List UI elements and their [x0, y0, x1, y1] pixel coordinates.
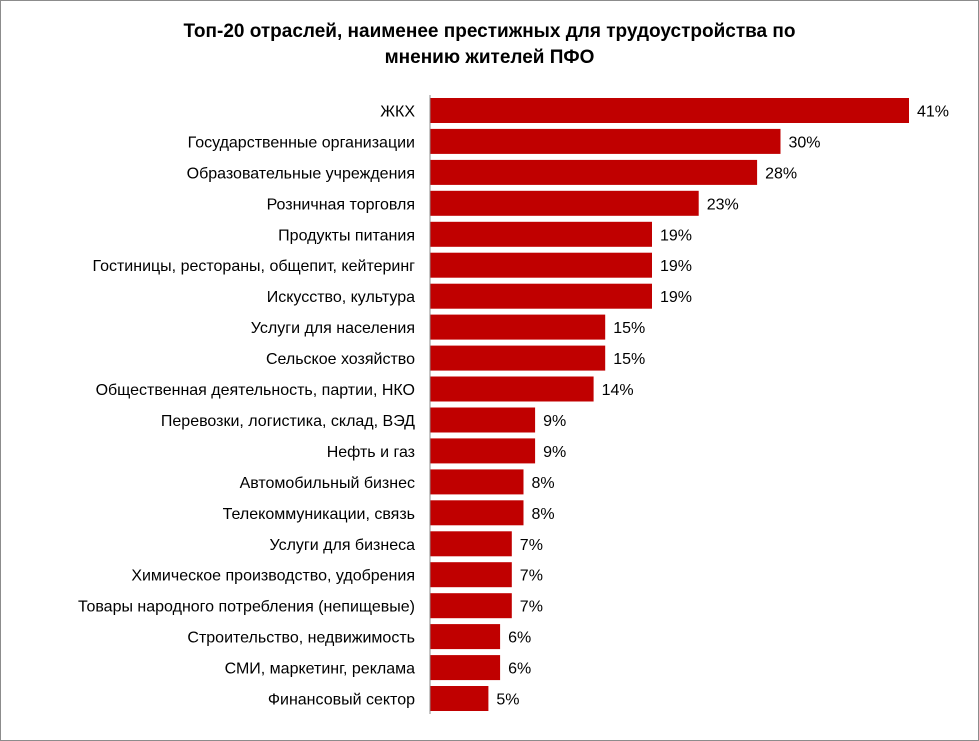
- category-label-20: Финансовый сектор: [268, 692, 415, 709]
- value-label-4: 23%: [707, 196, 739, 213]
- category-label-18: Строительство, недвижимость: [187, 630, 415, 647]
- category-label-9: Сельское хозяйство: [266, 351, 415, 368]
- value-label-5: 19%: [660, 227, 692, 244]
- category-label-1: ЖКХ: [380, 104, 415, 121]
- category-label-4: Розничная торговля: [267, 196, 415, 213]
- bar-8: [430, 314, 606, 340]
- bar-16: [430, 562, 512, 588]
- category-label-16: Химическое производство, удобрения: [131, 568, 415, 585]
- category-label-15: Услуги для бизнеса: [270, 537, 416, 554]
- bar-4: [430, 190, 699, 216]
- category-label-14: Телекоммуникации, связь: [223, 506, 415, 523]
- value-label-14: 8%: [532, 506, 555, 523]
- value-label-15: 7%: [520, 537, 543, 554]
- bars-group: [430, 98, 909, 711]
- category-label-13: Автомобильный бизнес: [240, 475, 415, 492]
- bar-15: [430, 531, 512, 557]
- category-label-17: Товары народного потребления (непищевые): [78, 599, 415, 616]
- value-label-10: 14%: [602, 382, 634, 399]
- value-label-11: 9%: [543, 413, 566, 430]
- value-label-18: 6%: [508, 630, 531, 647]
- value-label-12: 9%: [543, 444, 566, 461]
- bar-9: [430, 345, 606, 371]
- category-label-11: Перевозки, логистика, склад, ВЭД: [161, 413, 415, 430]
- bar-19: [430, 655, 501, 681]
- category-label-6: Гостиницы, рестораны, общепит, кейтеринг: [92, 258, 415, 275]
- bar-2: [430, 128, 781, 154]
- value-label-7: 19%: [660, 289, 692, 306]
- bar-11: [430, 407, 536, 433]
- value-labels-group: 41% 30% 28% 23% 19% 19% 19% 15% 15% 14% 9% 9% 8% 8% 7%…: [496, 104, 949, 709]
- bar-18: [430, 624, 501, 650]
- value-label-2: 30%: [789, 134, 821, 151]
- category-label-3: Образовательные учреждения: [187, 165, 415, 182]
- bar-14: [430, 500, 524, 526]
- value-label-9: 15%: [613, 351, 645, 368]
- bar-5: [430, 221, 652, 247]
- value-label-20: 5%: [496, 692, 519, 709]
- bar-10: [430, 376, 594, 402]
- value-label-3: 28%: [765, 165, 797, 182]
- chart-title: Топ-20 отраслей, наименее престижных для…: [0, 19, 979, 71]
- category-label-12: Нефть и газ: [327, 444, 415, 461]
- chart-title-line-2: мнению жителей ПФО: [384, 47, 595, 68]
- category-label-7: Искусство, культура: [267, 289, 415, 306]
- category-label-8: Услуги для населения: [251, 320, 415, 337]
- category-label-5: Продукты питания: [278, 227, 415, 244]
- category-label-2: Государственные организации: [188, 134, 415, 151]
- value-label-1: 41%: [917, 104, 949, 121]
- value-label-6: 19%: [660, 258, 692, 275]
- bar-20: [430, 686, 489, 711]
- value-label-13: 8%: [532, 475, 555, 492]
- bar-13: [430, 469, 524, 495]
- category-labels-group: ЖКХ Государственные организации Образовате…: [78, 104, 415, 709]
- value-label-8: 15%: [613, 320, 645, 337]
- bar-17: [430, 593, 512, 619]
- value-label-19: 6%: [508, 661, 531, 678]
- chart-title-line-1: Топ-20 отраслей, наименее престижных для…: [183, 21, 796, 42]
- category-label-19: СМИ, маркетинг, реклама: [225, 661, 416, 678]
- bar-12: [430, 438, 536, 464]
- bar-7: [430, 283, 652, 309]
- value-label-17: 7%: [520, 599, 543, 616]
- bar-1: [430, 98, 909, 123]
- bar-6: [430, 252, 652, 278]
- bar-3: [430, 159, 758, 185]
- category-label-10: Общественная деятельность, партии, НКО: [96, 382, 415, 399]
- value-label-16: 7%: [520, 568, 543, 585]
